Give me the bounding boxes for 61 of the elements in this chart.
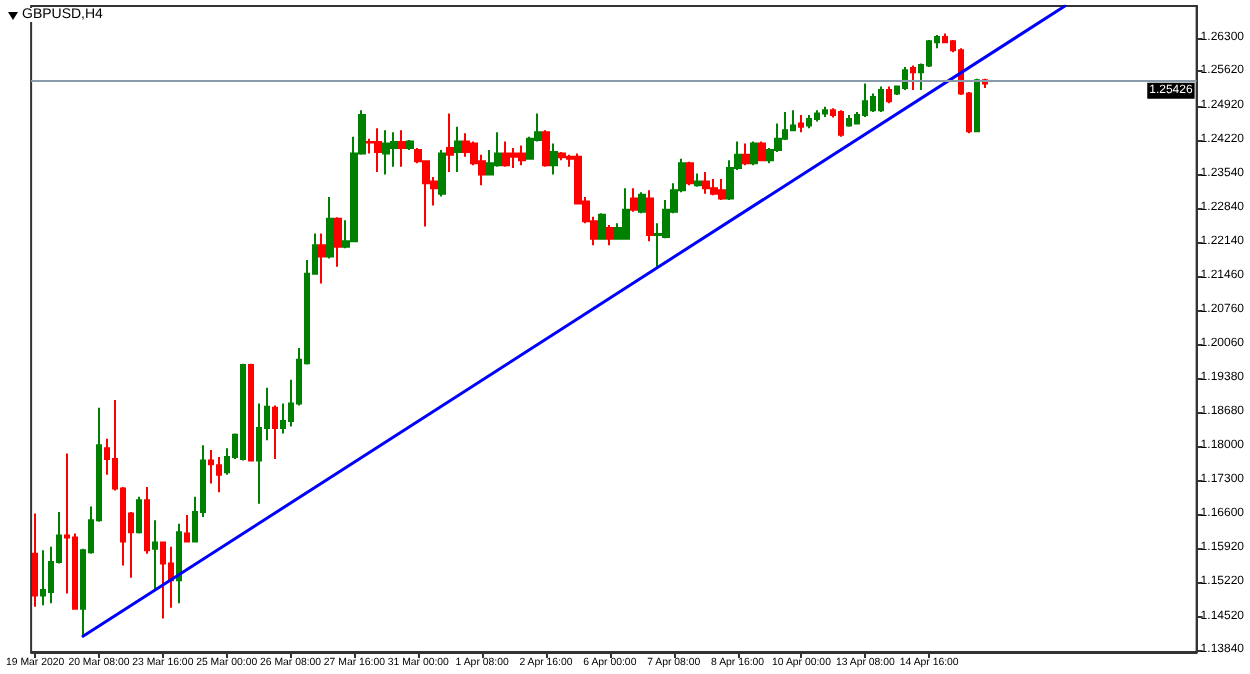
- candlestick: [334, 216, 342, 268]
- candlestick: [40, 549, 46, 607]
- candlestick: [462, 132, 470, 158]
- candlestick: [790, 109, 796, 132]
- candlestick: [694, 172, 702, 188]
- candlestick: [798, 114, 804, 134]
- candlestick: [910, 64, 916, 91]
- candlestick: [838, 109, 844, 138]
- candlestick: [606, 224, 614, 247]
- candlestick: [136, 495, 142, 535]
- candlestick: [542, 129, 550, 168]
- candlestick: [974, 77, 980, 134]
- candlestick: [942, 32, 948, 45]
- candlestick: [622, 187, 630, 241]
- candlestick: [152, 519, 158, 592]
- candlestick: [710, 177, 718, 197]
- candlestick: [326, 196, 334, 260]
- candlestick: [702, 171, 710, 195]
- candlestick: [272, 404, 278, 460]
- candlestick: [902, 65, 908, 91]
- candlestick: [176, 522, 182, 605]
- candlestick: [878, 85, 884, 114]
- candlestick: [862, 82, 868, 119]
- candlestick: [318, 232, 326, 285]
- candlestick: [184, 513, 190, 544]
- candlestick: [240, 362, 246, 462]
- candlestick: [886, 85, 892, 105]
- candlestick: [686, 160, 694, 187]
- candlestick: [374, 127, 382, 174]
- candlestick: [822, 105, 828, 119]
- candlestick: [438, 148, 446, 198]
- candlestick: [446, 112, 454, 174]
- candlestick: [216, 455, 222, 494]
- candlestick: [638, 191, 646, 215]
- candlestick: [510, 146, 518, 170]
- candlestick: [718, 177, 726, 202]
- candlestick: [630, 187, 638, 213]
- candlestick: [806, 114, 812, 130]
- candlestick: [646, 189, 654, 243]
- candlestick: [750, 140, 758, 167]
- candlestick: [208, 449, 214, 485]
- candlestick: [758, 140, 766, 163]
- candlestick: [814, 109, 820, 123]
- candlestick: [32, 512, 38, 608]
- candlestick: [846, 114, 852, 128]
- candlestick: [454, 125, 462, 174]
- candlestick: [160, 540, 166, 620]
- candlestick: [406, 139, 414, 151]
- candlestick: [502, 140, 510, 168]
- candlestick: [248, 362, 254, 463]
- candlestick: [598, 212, 606, 241]
- candlestick: [144, 485, 150, 555]
- candlestick: [870, 92, 876, 114]
- candlestick: [558, 150, 566, 162]
- candlestick: [494, 131, 502, 168]
- candlestick: [550, 142, 558, 176]
- candlestick: [742, 142, 750, 167]
- candlestick: [518, 144, 526, 167]
- candlestick: [398, 129, 406, 168]
- candlestick: [382, 129, 390, 176]
- candlestick: [390, 131, 398, 168]
